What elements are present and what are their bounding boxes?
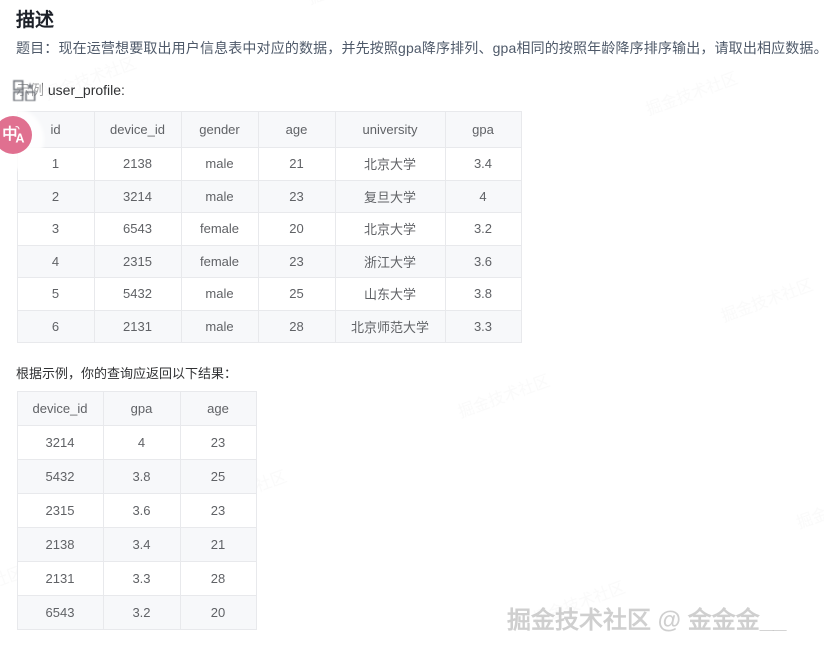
svg-text:A: A [15, 132, 24, 146]
